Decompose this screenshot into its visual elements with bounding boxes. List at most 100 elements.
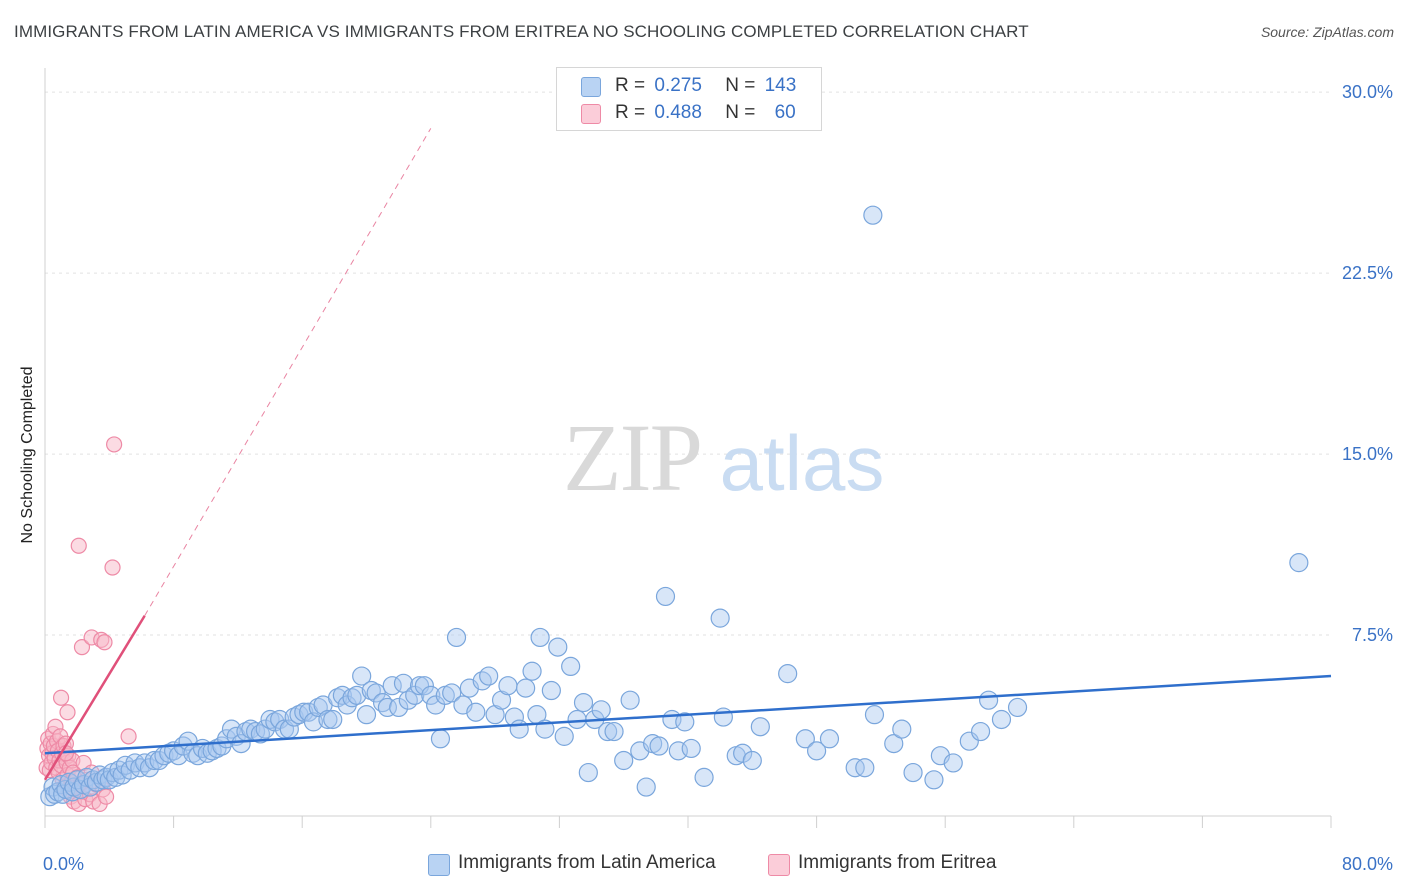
latin-america-point [303,712,324,732]
eritrea-point [120,728,137,745]
legend-r-value: 0.275 [654,75,702,96]
latin-america-point [710,608,730,628]
chart-title: IMMIGRANTS FROM LATIN AMERICA VS IMMIGRA… [14,22,1029,41]
latin-america-point [578,762,598,783]
latin-america-point [446,627,467,648]
latin-america-point [819,729,840,749]
watermark: ZIP atlas [563,404,884,511]
eritrea-trend-line [43,615,146,781]
latin-america-point [347,685,367,705]
eritrea-point [97,788,115,805]
y-tick-label: 30.0% [1342,82,1393,102]
correlation-legend: R = 0.275 N = 143 R = 0.488 N = 60 [556,67,822,131]
latin-america-point [554,726,574,746]
legend-r-label: R = [615,75,646,96]
latin-america-point [742,750,762,771]
latin-america-point [294,702,314,722]
legend-r-value: 0.488 [654,102,702,123]
latin-america-point [733,743,753,763]
latin-america-point [255,719,275,739]
legend-r-label: R = [615,102,646,123]
latin-america-point [591,700,611,720]
grid-lines [45,91,1331,636]
eritrea-point [104,559,121,576]
latin-america-point [713,707,733,727]
source-label: Source: ZipAtlas.com [1260,24,1394,40]
latin-america-point [323,709,343,730]
eritrea-trend-extension [144,128,432,616]
latin-america-point [548,637,568,657]
latin-america-point [970,721,991,742]
latin-america-point [509,719,529,739]
tick-labels: 7.5% 15.0% 22.5% 30.0% 0.0% 80.0% [43,82,1393,874]
pink-swatch [581,104,601,124]
latin-america-point [466,702,486,722]
latin-america-point [270,709,290,730]
latin-america-point [522,661,542,681]
latin-america-point [855,758,875,778]
latin-america-point [352,666,372,686]
eritrea-point [106,436,123,453]
axes [44,68,1332,828]
latin-america-point [604,721,624,742]
latin-america-point [655,586,676,607]
latin-america-point [884,734,904,754]
latin-america-point [795,729,815,749]
legend-label-eritrea: Immigrants from Eritrea [798,852,997,873]
latin-america-point [636,777,656,797]
latin-america-point [356,705,377,725]
latin-america-point [426,695,446,715]
latin-america-point [168,746,189,766]
latin-america-point [1289,553,1309,573]
latin-america-point [541,680,561,701]
latin-america-point [681,738,701,759]
latin-america-point [366,683,386,703]
latin-america-point [389,697,409,718]
latin-america-point [1007,697,1028,718]
latin-america-point [318,709,338,730]
watermark-atlas: atlas [720,419,885,507]
pink-swatch [768,854,790,876]
latin-america-point [405,685,425,705]
latin-america-point [675,712,695,732]
latin-america-point [498,676,518,696]
blue-swatch [581,77,601,97]
legend-n-value: 143 [764,75,797,96]
latin-america-points [40,109,1309,807]
x-tick-label-min: 0.0% [43,854,84,874]
eritrea-point [70,537,87,554]
latin-america-point [649,736,669,756]
latin-america-point [479,666,499,686]
latin-america-point [421,685,441,705]
latin-america-point [845,758,865,778]
eritrea-point [59,704,76,721]
legend-n-value: 60 [774,102,796,123]
latin-america-point [924,770,944,790]
eritrea-points [38,436,137,813]
legend-n-label: N = [725,75,756,96]
latin-america-point [892,719,912,739]
latin-america-point [442,683,462,703]
latin-america-point [778,664,798,684]
legend-n-label: N = [725,102,756,123]
latin-america-point [614,750,634,771]
latin-america-point [567,709,587,730]
latin-america-point [863,205,883,225]
latin-america-point [750,717,770,737]
y-tick-label: 22.5% [1342,263,1393,283]
latin-america-point [991,709,1012,730]
y-tick-label: 15.0% [1342,444,1393,464]
y-tick-label: 7.5% [1352,625,1393,645]
watermark-zip: ZIP [563,404,701,511]
latin-america-point [979,690,999,710]
latin-america-point [573,692,594,713]
latin-america-point [530,627,550,648]
latin-america-point [561,656,581,677]
latin-america-point [231,734,251,754]
latin-america-point [516,678,536,698]
x-tick-label-max: 80.0% [1342,854,1393,874]
trend-lines [43,128,1332,781]
latin-america-point [430,729,451,749]
eritrea-point [96,634,113,651]
